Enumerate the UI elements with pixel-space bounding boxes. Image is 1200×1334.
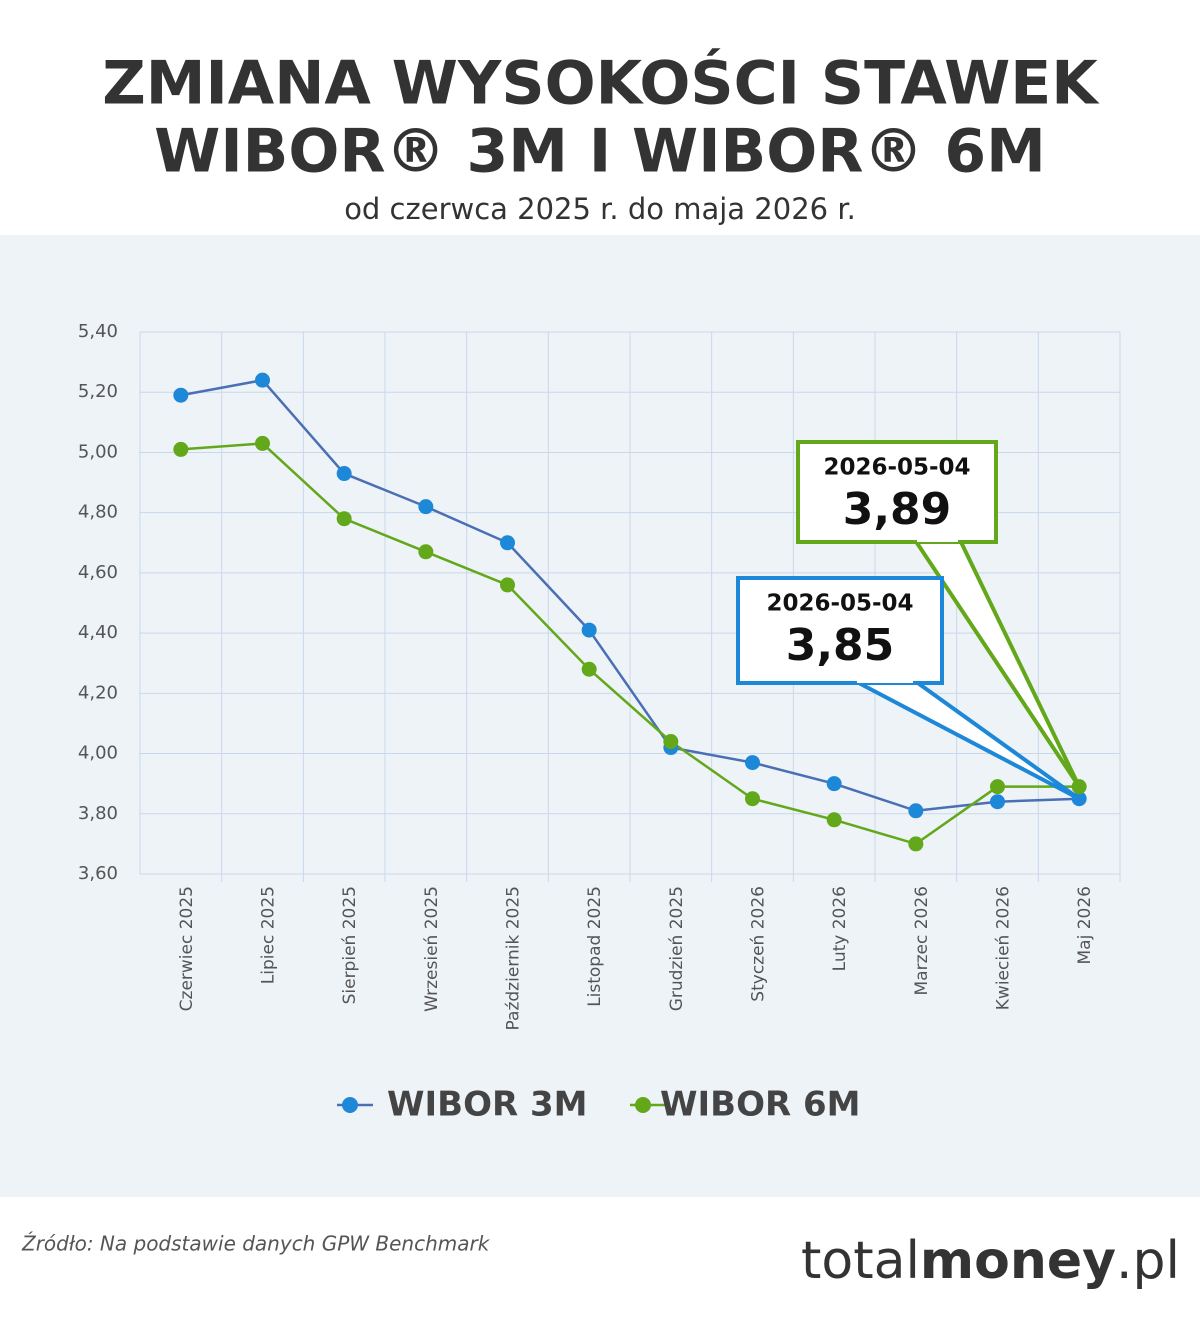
data-point	[336, 511, 352, 527]
y-tick-label: 3,60	[78, 863, 118, 884]
x-tick-label: Marzec 2026	[912, 886, 932, 995]
data-point	[745, 755, 760, 771]
callout-box	[796, 440, 998, 544]
y-tick-label: 4,40	[78, 622, 118, 643]
callout-date: 2026-05-04	[823, 455, 970, 481]
data-point	[990, 794, 1005, 810]
legend-label: WIBOR 3M	[387, 1085, 587, 1125]
callout-gap	[917, 538, 958, 542]
callout-date: 2026-05-04	[766, 591, 913, 617]
brand-logo: totalmoney.pl	[801, 1231, 1180, 1291]
chart-title: ZMIANA WYSOKOŚCI STAWEK	[102, 48, 1100, 119]
x-tick-label: Grudzień 2025	[667, 886, 687, 1011]
data-point	[173, 387, 189, 403]
data-point	[908, 836, 924, 852]
series-line	[180, 442, 1080, 846]
data-point	[826, 812, 842, 828]
y-tick-label: 4,20	[78, 682, 118, 703]
data-point	[826, 776, 842, 792]
legend-label: WIBOR 6M	[660, 1085, 860, 1125]
data-point	[908, 803, 924, 819]
x-tick-label: Wrzesień 2025	[422, 886, 442, 1012]
y-tick-label: 4,00	[78, 743, 118, 764]
data-point	[745, 791, 760, 807]
x-tick-label: Lipiec 2025	[259, 886, 279, 984]
x-tick-label: Listopad 2025	[585, 886, 605, 1007]
y-tick-label: 5,40	[78, 321, 118, 342]
data-point	[990, 779, 1005, 795]
y-tick-label: 3,80	[78, 803, 118, 824]
data-point	[418, 499, 434, 515]
data-point	[581, 622, 597, 638]
data-point	[418, 544, 434, 560]
source: Źródło: Na podstawie danych GPW Benchmar…	[21, 1232, 491, 1256]
x-tick-label: Luty 2026	[830, 886, 850, 971]
chart-subtitle: od czerwca 2025 r. do maja 2026 r.	[344, 192, 856, 226]
x-tick-label: Styczeń 2026	[749, 886, 769, 1002]
data-point	[663, 734, 679, 750]
series-line	[180, 378, 1080, 813]
x-tick-label: Czerwiec 2025	[177, 886, 197, 1011]
x-tick-label: Kwiecień 2026	[994, 886, 1014, 1010]
brand-part: total	[801, 1231, 920, 1291]
callout-value: 3,85	[786, 620, 895, 671]
x-tick-label: Sierpień 2025	[340, 886, 360, 1004]
y-tick-label: 5,20	[78, 381, 118, 402]
y-tick-label: 4,80	[78, 502, 118, 523]
data-point	[255, 435, 270, 451]
brand-part: money	[920, 1231, 1116, 1291]
legend-marker	[342, 1097, 358, 1113]
x-tick-label: Październik 2025	[504, 886, 524, 1030]
y-tick-label: 4,60	[78, 562, 118, 583]
y-tick-label: 5,00	[78, 441, 118, 462]
brand-part: .pl	[1116, 1231, 1180, 1291]
legend-marker	[635, 1097, 651, 1113]
data-point	[173, 441, 189, 457]
callout-box	[736, 576, 944, 685]
data-point	[581, 661, 597, 677]
callout-gap	[857, 679, 913, 683]
x-tick-label: Maj 2026	[1075, 886, 1095, 964]
data-point	[336, 466, 352, 482]
data-point	[500, 577, 515, 593]
chart-title: WIBOR® 3M I WIBOR® 6M	[154, 117, 1046, 187]
data-point	[255, 372, 270, 388]
chart-panel	[0, 235, 1200, 1197]
data-point	[500, 535, 515, 551]
callout-value: 3,89	[843, 484, 952, 535]
